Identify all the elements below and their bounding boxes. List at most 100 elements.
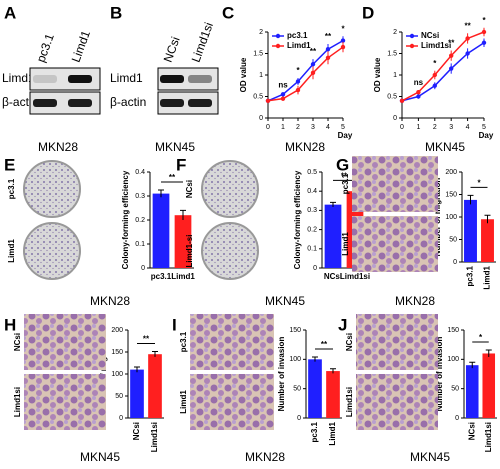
panel-letter: B bbox=[110, 3, 122, 22]
x-tick-label: NCsi bbox=[132, 422, 141, 440]
dish-image bbox=[23, 160, 81, 218]
significance: * bbox=[433, 59, 437, 68]
marker bbox=[432, 72, 437, 78]
marker bbox=[449, 66, 454, 71]
band bbox=[68, 75, 92, 83]
error-bar bbox=[484, 214, 491, 224]
significance: ** bbox=[169, 173, 176, 182]
legend-marker bbox=[275, 33, 281, 39]
y-tick-label: 0 bbox=[393, 115, 397, 122]
x-axis-label: Day bbox=[479, 131, 494, 140]
significance: * bbox=[482, 16, 486, 25]
image-label: pc3.1 bbox=[179, 331, 188, 352]
y-tick-label: 200 bbox=[111, 327, 123, 334]
x-tick-label: 2 bbox=[296, 124, 300, 131]
caption: MKN28 bbox=[90, 294, 130, 308]
y-axis-label: OD value bbox=[373, 57, 382, 92]
significance: * bbox=[341, 24, 345, 33]
y-axis-label: Number of invasion bbox=[277, 337, 286, 412]
x-tick-label: 3 bbox=[311, 124, 315, 131]
y-tick-label: 50 bbox=[451, 386, 459, 393]
series-line bbox=[401, 31, 485, 102]
bar bbox=[324, 204, 342, 268]
x-tick-label: 4 bbox=[466, 124, 470, 131]
y-tick-label: 0 bbox=[141, 265, 145, 272]
x-tick-label: 3 bbox=[449, 124, 453, 131]
y-tick-label: 0.4 bbox=[307, 188, 317, 195]
bar bbox=[464, 199, 477, 262]
significance: ns bbox=[278, 80, 288, 89]
y-tick-label: 100 bbox=[289, 356, 301, 363]
significance: ** bbox=[325, 32, 332, 41]
row-label: β-actin bbox=[110, 95, 146, 109]
image-label: Limd1 bbox=[341, 232, 350, 256]
caption: MKN28 bbox=[395, 294, 435, 308]
significance: ** bbox=[448, 39, 455, 48]
x-tick-label: pc3.1 bbox=[151, 272, 172, 281]
significance: ** bbox=[143, 335, 150, 344]
y-tick-label: 0.1 bbox=[135, 241, 145, 248]
error-bar bbox=[467, 194, 474, 205]
panel-letter: G bbox=[336, 155, 349, 174]
y-tick-label: 50 bbox=[115, 393, 123, 400]
error-bar bbox=[134, 366, 140, 373]
x-tick-label: NCsi bbox=[467, 422, 476, 440]
marker bbox=[295, 87, 301, 93]
dish-image bbox=[201, 222, 259, 280]
bar bbox=[326, 371, 340, 418]
caption: MKN45 bbox=[265, 294, 305, 308]
x-tick-label: 1 bbox=[416, 124, 420, 131]
legend-label: pc3.1 bbox=[287, 31, 308, 40]
x-tick-label: Limd1 bbox=[483, 265, 492, 289]
error-bar bbox=[330, 368, 336, 374]
series-line bbox=[267, 39, 344, 102]
band bbox=[68, 99, 92, 107]
cell-image bbox=[352, 216, 438, 272]
row-label: Limd1 bbox=[110, 71, 143, 85]
row-label: Limd1 bbox=[2, 71, 35, 85]
bar bbox=[465, 365, 479, 418]
band bbox=[188, 99, 212, 107]
legend-marker bbox=[409, 43, 415, 49]
y-tick-label: 1.5 bbox=[387, 50, 397, 57]
x-tick-label: Limd1si bbox=[150, 422, 159, 452]
y-tick-label: 0 bbox=[455, 415, 459, 422]
error-bar bbox=[485, 349, 492, 357]
y-tick-label: 150 bbox=[111, 349, 123, 356]
y-tick-label: 0 bbox=[259, 115, 263, 122]
x-tick-label: 5 bbox=[482, 124, 486, 131]
error-bar bbox=[312, 356, 318, 362]
marker bbox=[265, 98, 271, 104]
error-bar bbox=[180, 209, 186, 220]
error-bar bbox=[330, 201, 336, 207]
y-axis-label: Colony-forming efficiency bbox=[293, 170, 302, 269]
marker bbox=[325, 47, 331, 52]
cell-image bbox=[24, 314, 106, 370]
marker bbox=[310, 62, 316, 67]
y-tick-label: 200 bbox=[445, 169, 457, 176]
cell-image bbox=[356, 314, 438, 370]
marker bbox=[465, 36, 470, 41]
error-bar bbox=[158, 189, 164, 198]
panel-letter: E bbox=[4, 155, 15, 174]
y-axis-label: Number of migration bbox=[99, 335, 108, 414]
panel-letter: D bbox=[362, 3, 374, 22]
y-axis-label: Number of invasion bbox=[435, 337, 444, 412]
x-tick-label: 0 bbox=[400, 124, 404, 131]
image-label: NCsi bbox=[185, 180, 194, 198]
x-tick-label: 5 bbox=[341, 124, 345, 131]
band bbox=[188, 75, 212, 83]
panel-letter: J bbox=[338, 315, 347, 334]
y-tick-label: 1 bbox=[259, 72, 263, 79]
significance: ** bbox=[310, 47, 317, 56]
marker bbox=[449, 53, 454, 58]
y-tick-label: 0.3 bbox=[307, 207, 317, 214]
y-tick-label: 0.4 bbox=[135, 169, 145, 176]
band bbox=[33, 99, 57, 107]
significance: ** bbox=[321, 340, 328, 349]
y-tick-label: 0.2 bbox=[135, 217, 145, 224]
marker bbox=[399, 98, 405, 104]
y-tick-label: 50 bbox=[293, 386, 301, 393]
x-tick-label: Limd1 bbox=[171, 272, 195, 281]
series-line bbox=[267, 46, 344, 102]
